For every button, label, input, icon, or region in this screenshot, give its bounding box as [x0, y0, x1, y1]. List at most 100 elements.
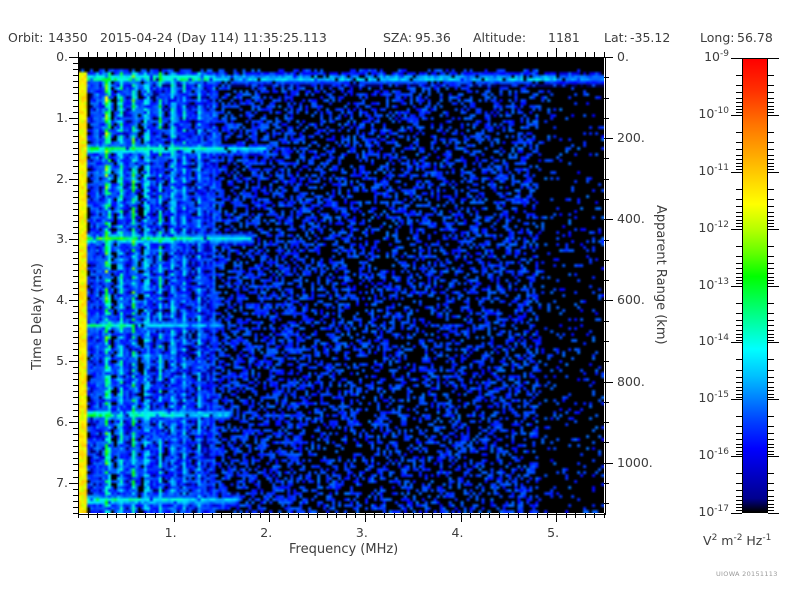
colorbar-tick-major — [768, 172, 779, 173]
y-tick — [73, 197, 78, 198]
x-tick-top — [88, 52, 89, 57]
y-axis-title: Time Delay (ms) — [30, 263, 45, 370]
x-tick-minor — [231, 513, 232, 518]
y2-tick — [604, 179, 609, 180]
y-tick — [73, 325, 78, 326]
x-tick-label: 5. — [547, 525, 560, 540]
colorbar-tick-major — [768, 513, 779, 514]
colorbar-tick-minor — [736, 216, 742, 217]
colorbar-tick-minor — [768, 390, 774, 391]
y2-tick — [604, 321, 609, 322]
colorbar-tick-minor — [768, 109, 774, 110]
x-tick-top — [346, 52, 347, 57]
x-tick-minor — [126, 513, 127, 518]
colorbar-tick-minor — [768, 226, 774, 227]
y-tick-label: 4. — [56, 292, 68, 308]
colorbar-tick-minor — [736, 433, 742, 434]
colorbar-tick-major — [731, 58, 742, 59]
y-tick — [73, 318, 78, 319]
x-tick-top — [260, 52, 261, 57]
x-tick-minor — [594, 513, 595, 518]
y-tick — [73, 501, 78, 502]
colorbar-tick-minor — [768, 370, 774, 371]
colorbar-tick-minor — [768, 416, 774, 417]
x-tick-minor — [97, 513, 98, 518]
y-tick — [73, 306, 78, 307]
colorbar-tick-minor — [736, 444, 742, 445]
x-tick-top — [155, 52, 156, 57]
x-tick-top — [327, 52, 328, 57]
colorbar-tick-minor — [768, 325, 774, 326]
colorbar-tick-minor — [736, 273, 742, 274]
colorbar-tick-minor — [736, 397, 742, 398]
y-tick — [73, 428, 78, 429]
colorbar-tick-minor — [736, 149, 742, 150]
colorbar-tick-minor — [768, 330, 774, 331]
colorbar-tick-minor — [736, 390, 742, 391]
y-tick — [73, 477, 78, 478]
colorbar-tick-major — [768, 58, 779, 59]
y-tick — [73, 337, 78, 338]
y-tick — [73, 452, 78, 453]
colorbar-tick-minor — [768, 132, 774, 133]
colorbar-tick-minor — [768, 206, 774, 207]
y-tick-label: 1. — [56, 109, 68, 125]
x-tick-top — [604, 52, 605, 57]
y2-tick-label: 400. — [617, 211, 645, 227]
y-tick — [73, 93, 78, 94]
x-tick-minor — [298, 513, 299, 518]
x-tick-minor — [308, 513, 309, 518]
y2-tick-label: 1000. — [617, 454, 653, 470]
colorbar-tick-major — [768, 286, 779, 287]
colorbar-tick-minor — [736, 277, 742, 278]
y-tick — [69, 239, 78, 240]
colorbar-tick-major — [731, 286, 742, 287]
heatmap-canvas — [78, 57, 604, 513]
y-tick — [73, 385, 78, 386]
y2-tick — [604, 463, 613, 464]
colorbar-tick-minor — [768, 382, 774, 383]
y2-tick — [604, 300, 613, 301]
x-tick-top — [508, 52, 509, 57]
y2-tick — [604, 118, 609, 119]
x-tick-minor — [451, 513, 452, 518]
ionogram-heatmap — [78, 57, 604, 513]
x-tick-minor — [183, 513, 184, 518]
y-tick — [73, 245, 78, 246]
colorbar-tick-label: 10-13 — [698, 276, 729, 292]
y-tick — [69, 179, 78, 180]
y-tick — [73, 69, 78, 70]
y-tick — [73, 349, 78, 350]
colorbar-tick-minor — [768, 439, 774, 440]
orbit-label: Orbit: — [8, 30, 44, 45]
x-tick-top — [336, 52, 337, 57]
colorbar-tick-minor — [768, 451, 774, 452]
colorbar-tick-label: 10-11 — [698, 162, 729, 178]
x-tick-top — [279, 52, 280, 57]
colorbar-tick-minor — [736, 483, 742, 484]
colorbar-tick-minor — [736, 268, 742, 269]
colorbar-tick-major — [731, 229, 742, 230]
y-tick — [73, 215, 78, 216]
colorbar-tick-minor — [768, 337, 774, 338]
y-tick — [73, 355, 78, 356]
colorbar-tick-minor — [736, 439, 742, 440]
colorbar-tick-minor — [768, 92, 774, 93]
x-tick-top — [394, 52, 395, 57]
observation-datetime: 2015-04-24 (Day 114) 11:35:25.113 — [100, 30, 327, 45]
colorbar-tick-minor — [736, 377, 742, 378]
x-tick-top — [374, 52, 375, 57]
x-tick-top — [241, 52, 242, 57]
y-tick — [73, 221, 78, 222]
x-tick-top — [212, 52, 213, 57]
colorbar-tick-minor — [736, 75, 742, 76]
colorbar-tick-major — [731, 115, 742, 116]
orbit-value: 14350 — [48, 30, 88, 45]
y-tick — [69, 483, 78, 484]
colorbar-tick-minor — [736, 382, 742, 383]
y-tick — [73, 264, 78, 265]
y-tick — [73, 373, 78, 374]
x-tick-top — [365, 48, 366, 57]
long-value: 56.78 — [737, 30, 773, 45]
